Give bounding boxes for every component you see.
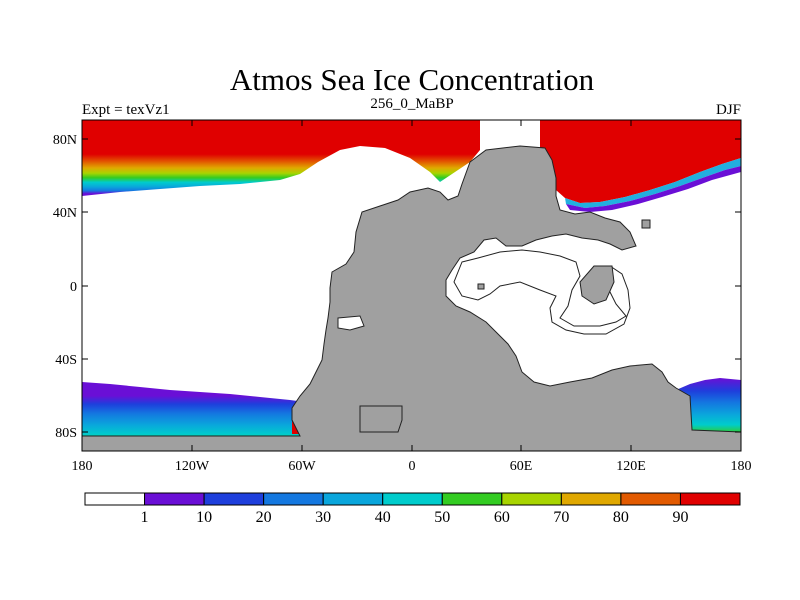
y-tick-label: 40N <box>53 206 77 221</box>
colorbar-label: 40 <box>375 509 391 526</box>
colorbar-box <box>263 492 324 506</box>
y-tick-label: 40S <box>55 353 77 368</box>
colorbar-box <box>144 492 205 506</box>
colorbar-box <box>620 492 681 506</box>
x-tick-label: 120E <box>616 459 646 474</box>
experiment-label: Expt = texVz1 <box>82 102 170 118</box>
colorbar-box <box>382 492 443 506</box>
small-island-east <box>641 219 651 229</box>
colorbar: 1 10 20 30 40 50 60 70 80 90 <box>84 492 741 526</box>
nh-sea-ice-west <box>82 120 480 196</box>
x-tick-label: 180 <box>731 459 752 474</box>
colorbar-box <box>84 492 146 506</box>
x-tick-label: 180 <box>72 459 93 474</box>
nh-sea-ice-east <box>540 120 741 203</box>
eastern-island <box>579 265 615 305</box>
colorbar-label: 70 <box>553 509 569 526</box>
colorbar-label: 1 <box>141 509 149 526</box>
x-axis <box>81 120 742 451</box>
colorbar-box <box>501 492 562 506</box>
map-title: Atmos Sea Ice Concentration <box>230 62 595 97</box>
colorbar-label: 90 <box>672 509 688 526</box>
colorbar-label: 60 <box>494 509 510 526</box>
x-tick-label: 60W <box>288 459 316 474</box>
western-inlet <box>337 315 365 331</box>
small-island <box>477 283 485 290</box>
colorbar-label: 30 <box>315 509 331 526</box>
season-label: DJF <box>716 102 741 118</box>
y-tick-label: 80S <box>55 426 77 441</box>
colorbar-box <box>441 492 503 506</box>
colorbar-box <box>560 492 622 506</box>
y-axis <box>82 138 741 433</box>
colorbar-box <box>203 492 265 506</box>
map-panel <box>82 120 741 451</box>
y-tick-label: 80N <box>53 133 77 148</box>
colorbar-box <box>679 492 741 506</box>
colorbar-label: 10 <box>196 509 212 526</box>
colorbar-label: 20 <box>256 509 272 526</box>
time-label: 256_0_MaBP <box>370 96 453 112</box>
weddell-coast <box>359 405 403 433</box>
x-tick-label: 120W <box>175 459 210 474</box>
sh-sea-ice-west <box>82 382 320 451</box>
colorbar-label: 50 <box>434 509 450 526</box>
supercontinent-land <box>82 145 741 451</box>
colorbar-label: 80 <box>613 509 629 526</box>
nh-sea-ice-east-fringe <box>565 158 741 208</box>
colorbar-box <box>322 492 384 506</box>
x-tick-label: 60E <box>510 459 533 474</box>
nh-sea-ice-east-edge <box>566 166 741 212</box>
x-tick-label: 0 <box>409 459 416 474</box>
y-tick-label: 0 <box>70 280 77 295</box>
